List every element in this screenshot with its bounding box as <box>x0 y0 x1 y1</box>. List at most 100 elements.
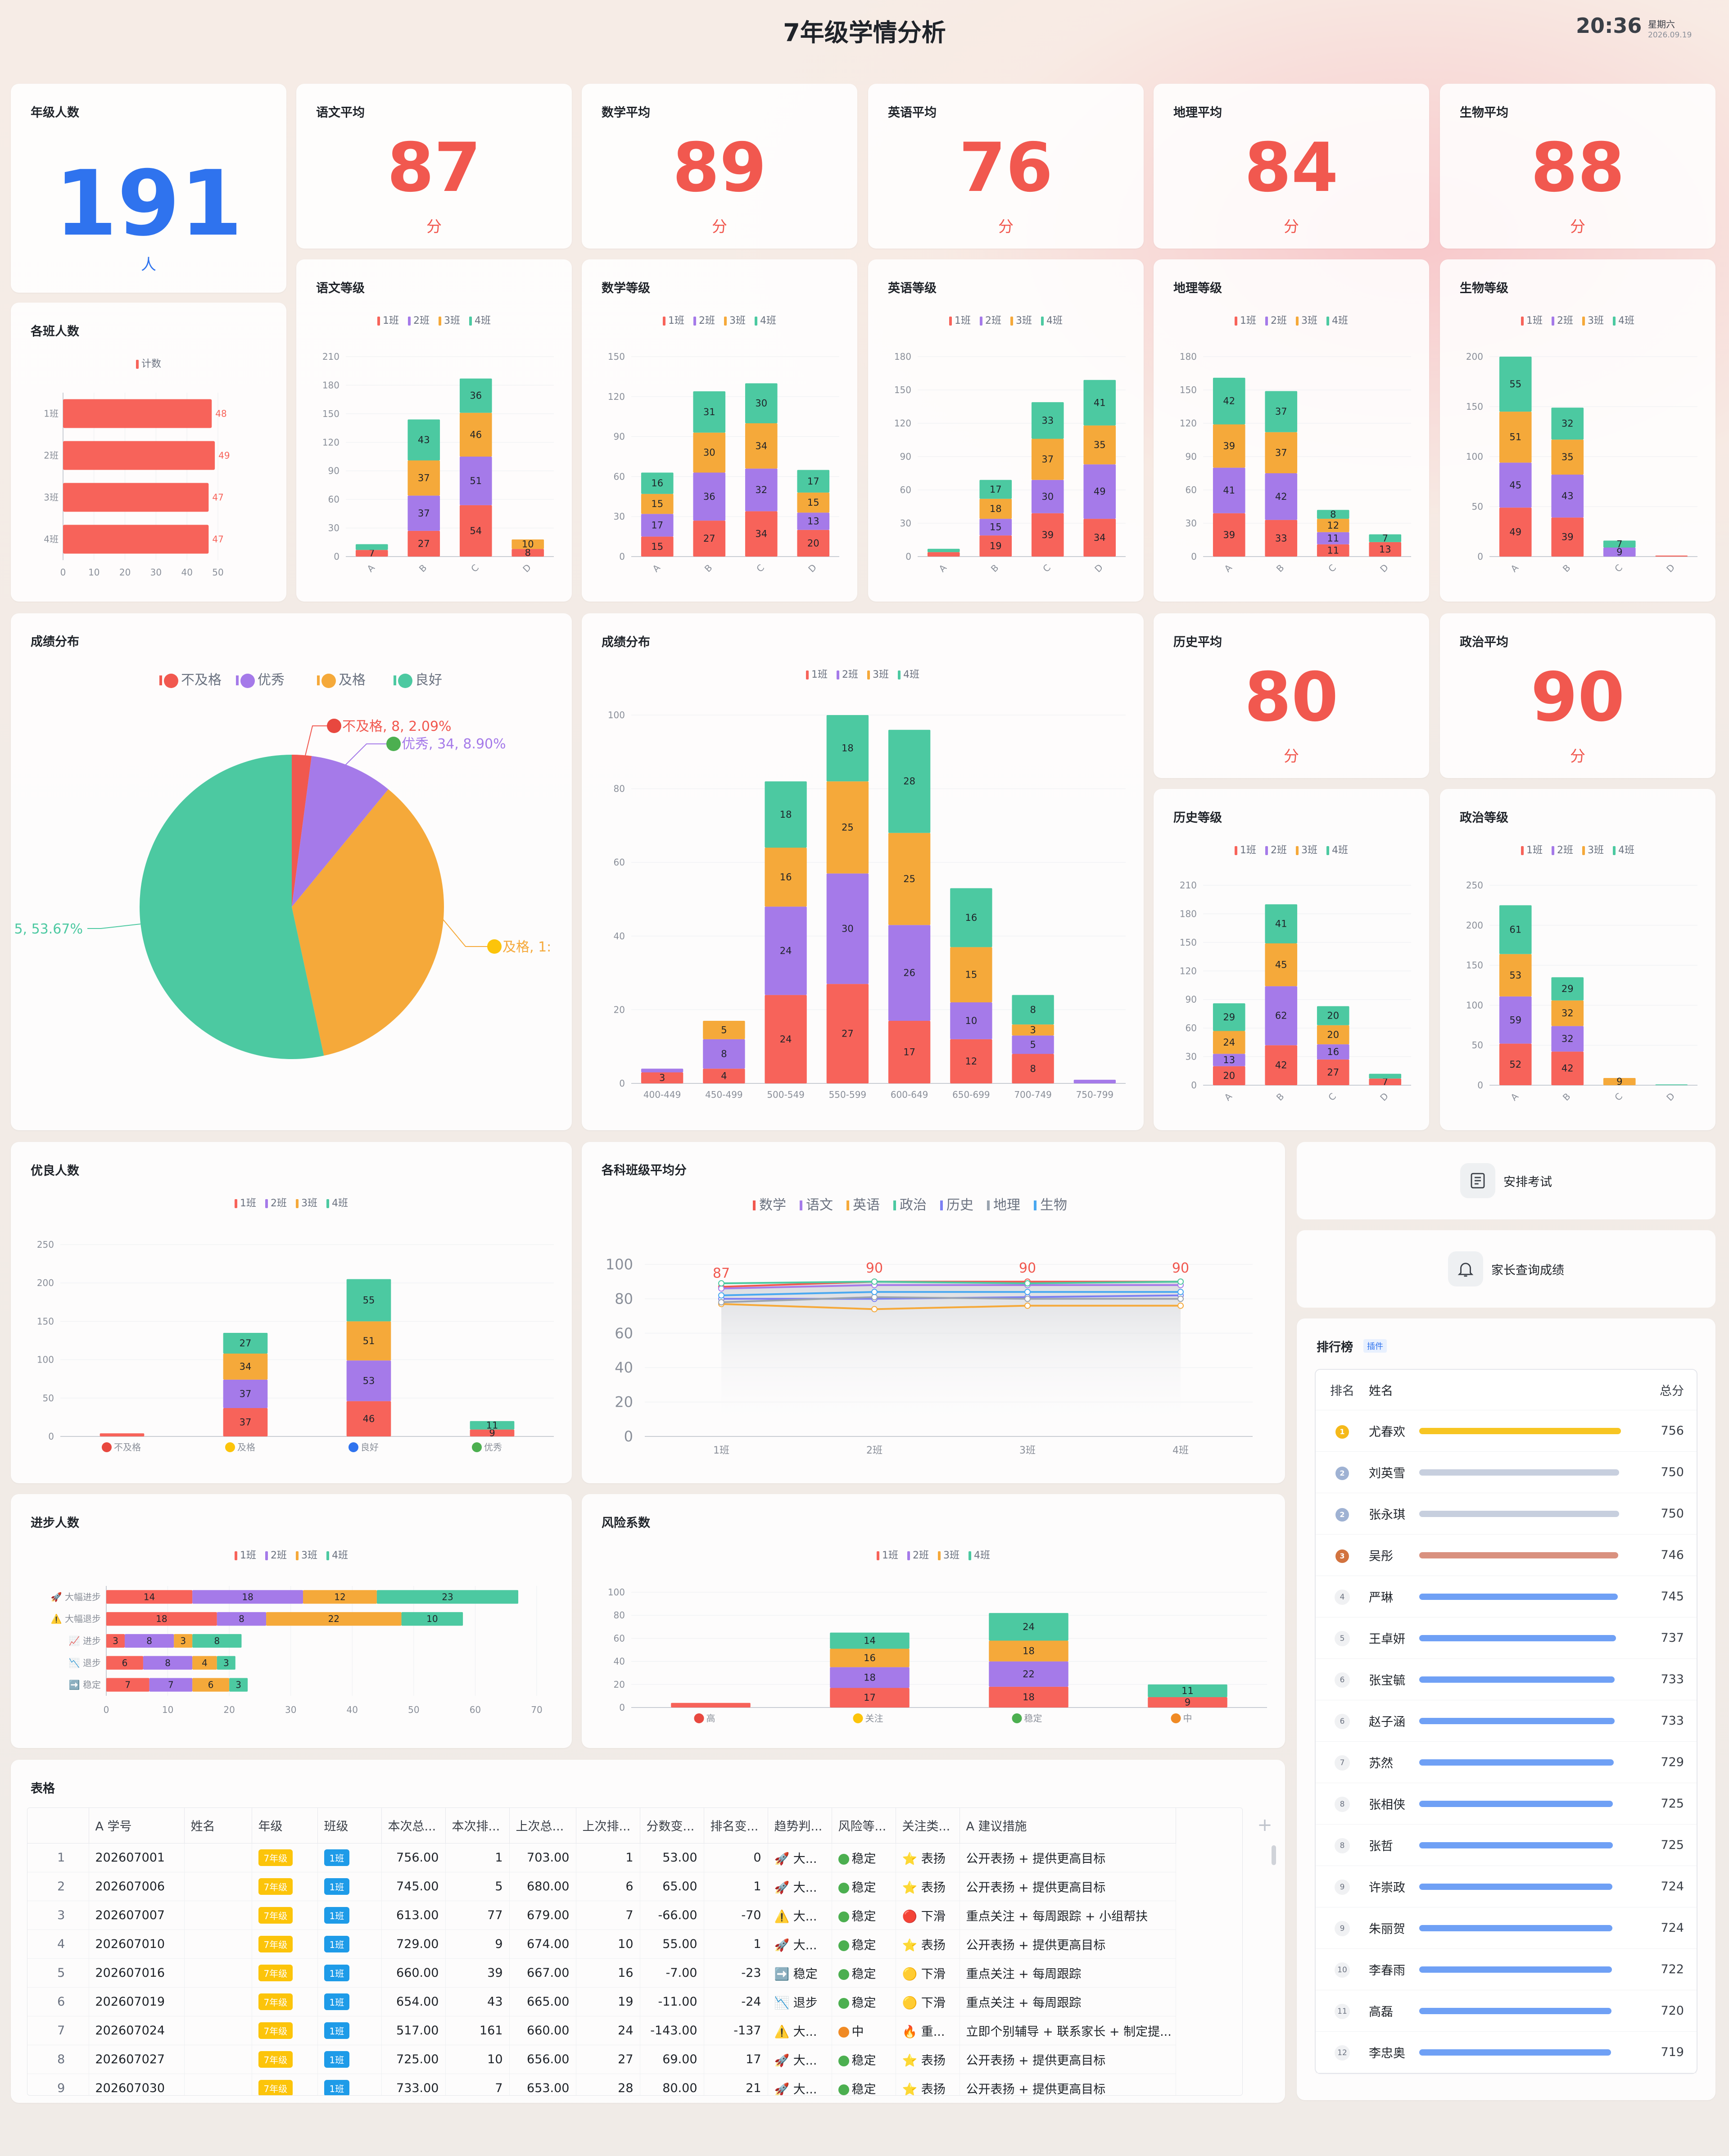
table-row[interactable]: 2 202607006 7年级 1班 745.00 5 680.00 6 65.00 1 🚀 大..… <box>27 1872 1176 1901</box>
legend-item[interactable]: 1班 <box>235 1195 256 1209</box>
table-scrollbar[interactable] <box>1272 1845 1276 1865</box>
risk-label: 中 <box>851 2025 864 2039</box>
table-row[interactable]: 5 202607016 7年级 1班 660.00 39 667.00 16 -7.00 -23 ➡… <box>27 1958 1176 1988</box>
legend-item[interactable]: 3班 <box>724 313 746 327</box>
legend-item[interactable]: 1班 <box>377 313 399 327</box>
legend-item[interactable]: 4班 <box>1613 842 1634 856</box>
legend-item[interactable]: 3班 <box>296 1547 317 1562</box>
ranking-row[interactable]: 7 苏然 729 <box>1316 1742 1697 1783</box>
legend-item[interactable]: 4班 <box>898 666 919 681</box>
column-header[interactable]: 上次总... <box>509 1808 576 1843</box>
column-header[interactable]: 姓名 <box>184 1808 252 1843</box>
legend-item[interactable]: 3班 <box>1296 313 1317 327</box>
column-header[interactable]: 分数变... <box>640 1808 704 1843</box>
legend-item[interactable]: 3班 <box>296 1195 317 1209</box>
data-label: 37 <box>240 1388 252 1399</box>
table-row[interactable]: 8 202607027 7年级 1班 725.00 10 656.00 27 69.00 17 🚀 … <box>27 2045 1176 2074</box>
table-row[interactable]: 4 202607010 7年级 1班 729.00 9 674.00 10 55.00 1 🚀 大.… <box>27 1930 1176 1959</box>
column-header[interactable]: A 建议措施 <box>960 1808 1176 1843</box>
table-row[interactable]: 3 202607007 7年级 1班 613.00 77 679.00 7 -66.00 -70 ⚠… <box>27 1901 1176 1930</box>
legend-item[interactable]: 2班 <box>693 313 715 327</box>
legend-item[interactable]: 3班 <box>1582 842 1604 856</box>
legend-item[interactable]: 1班 <box>877 1547 898 1562</box>
legend-item[interactable]: 4班 <box>326 1547 348 1562</box>
legend-item[interactable]: 3班 <box>439 313 460 327</box>
data-table-scroll[interactable]: A 学号 姓名 年级 班级 本次总... 本次排... 上次总... 上次排... 分数变...… <box>27 1807 1243 2096</box>
table-row[interactable]: 6 202607019 7年级 1班 654.00 43 665.00 19 -11.00 -24… <box>27 1987 1176 2016</box>
ranking-row[interactable]: 11 高磊 720 <box>1316 1990 1697 2032</box>
column-header[interactable]: 排名变... <box>704 1808 768 1843</box>
data-label: 22 <box>1023 1669 1035 1680</box>
table-row[interactable]: 9 202607030 7年级 1班 733.00 7 653.00 28 80.00 21 🚀 大… <box>27 2074 1176 2095</box>
series-point <box>1024 1295 1031 1302</box>
legend-item[interactable]: 4班 <box>1326 313 1348 327</box>
ranking-row[interactable]: 2 刘英雪 750 <box>1316 1452 1697 1493</box>
column-header[interactable]: 班级 <box>317 1808 382 1843</box>
ranking-row[interactable]: 3 吴彤 746 <box>1316 1535 1697 1576</box>
legend-item[interactable]: 1班 <box>806 666 828 681</box>
legend-item[interactable]: 4班 <box>1613 313 1634 327</box>
x-tick-label: 不及格 <box>114 1442 141 1453</box>
ranking-row[interactable]: 6 张宝毓 733 <box>1316 1659 1697 1700</box>
column-header[interactable]: 关注类... <box>896 1808 960 1843</box>
y-tick-label: 100 <box>1466 1000 1483 1010</box>
legend-item[interactable]: 4班 <box>469 313 491 327</box>
column-header[interactable]: 本次总... <box>381 1808 446 1843</box>
column-header[interactable]: 上次排... <box>576 1808 640 1843</box>
legend-item[interactable]: 4班 <box>1041 313 1063 327</box>
column-header[interactable]: A 学号 <box>89 1808 185 1843</box>
legend-item[interactable]: 1班 <box>949 313 971 327</box>
ranking-bar-cell <box>1419 1510 1639 1517</box>
legend-item[interactable]: 1班 <box>663 313 684 327</box>
column-header[interactable]: 本次排... <box>445 1808 510 1843</box>
legend-item[interactable]: 2班 <box>907 1547 929 1562</box>
add-column-icon[interactable]: + <box>1257 1815 1272 1835</box>
legend-item[interactable]: 2班 <box>980 313 1001 327</box>
legend-item[interactable]: 3班 <box>1296 842 1317 856</box>
ranking-row[interactable]: 9 朱丽贺 724 <box>1316 1907 1697 1949</box>
series-point <box>1177 1289 1184 1295</box>
legend-item[interactable]: 3班 <box>1010 313 1032 327</box>
ranking-row[interactable]: 8 张哲 725 <box>1316 1825 1697 1866</box>
table-row[interactable]: 7 202607024 7年级 1班 517.00 161 660.00 24 -143.00-… <box>27 2016 1176 2045</box>
legend-item[interactable]: 4班 <box>1326 842 1348 856</box>
table-row[interactable]: 1 202607001 7年级 1班 756.00 1 703.00 1 53.00 0 🚀 大..… <box>27 1843 1176 1872</box>
ranking-row[interactable]: 8 张相侠 725 <box>1316 1783 1697 1825</box>
legend-item[interactable]: 2班 <box>1552 842 1573 856</box>
parent-query-button[interactable]: 家长查询成绩 <box>1297 1230 1715 1308</box>
legend-item[interactable]: 3班 <box>938 1547 960 1562</box>
legend-item[interactable]: 2班 <box>265 1195 287 1209</box>
column-header[interactable]: 年级 <box>252 1808 318 1843</box>
legend-item[interactable]: 3班 <box>1582 313 1604 327</box>
legend-item[interactable]: 4班 <box>755 313 776 327</box>
legend-item[interactable]: 2班 <box>1265 313 1287 327</box>
ranking-row[interactable]: 4 严琳 745 <box>1316 1576 1697 1617</box>
ranking-row[interactable]: 10 李春雨 722 <box>1316 1949 1697 1990</box>
legend-item[interactable]: 2班 <box>837 666 858 681</box>
legend-item[interactable]: 1班 <box>1235 842 1256 856</box>
ranking-row[interactable]: 5 王卓妍 737 <box>1316 1617 1697 1659</box>
column-header[interactable]: 风险等... <box>832 1808 896 1843</box>
legend-item[interactable]: 2班 <box>1552 313 1573 327</box>
legend-item[interactable]: 1班 <box>1521 313 1543 327</box>
legend-item[interactable]: 1班 <box>235 1547 256 1562</box>
ranking-row[interactable]: 9 许崇政 724 <box>1316 1866 1697 1907</box>
ranking-row[interactable]: 12 李忠奥 719 <box>1316 2032 1697 2073</box>
legend-item[interactable]: 1班 <box>1235 313 1256 327</box>
legend-item[interactable]: 3班 <box>867 666 889 681</box>
legend-item[interactable]: 2班 <box>1265 842 1287 856</box>
legend-item[interactable]: 4班 <box>969 1547 990 1562</box>
risk-dot-icon <box>838 2056 849 2066</box>
arrange-exam-button[interactable]: 安排考试 <box>1297 1142 1715 1219</box>
legend-item[interactable]: 2班 <box>265 1547 287 1562</box>
bar-segment <box>223 1353 268 1380</box>
ranking-row[interactable]: 1 尤春欢 756 <box>1316 1410 1697 1452</box>
ranking-row[interactable]: 6 赵子涵 733 <box>1316 1700 1697 1742</box>
legend-item[interactable]: 4班 <box>326 1195 348 1209</box>
bar-segment <box>797 512 830 530</box>
column-header[interactable]: 趋势判... <box>768 1808 832 1843</box>
legend-item[interactable]: 2班 <box>408 313 430 327</box>
legend-item[interactable]: 1班 <box>1521 842 1543 856</box>
subject-line-card: 各科班级平均分 数学 语文 英语 政治 历史 地理 生物 0 20 40 60 80 100 1班 2班 3班 4… <box>582 1142 1285 1483</box>
ranking-row[interactable]: 2 张永琪 750 <box>1316 1493 1697 1535</box>
